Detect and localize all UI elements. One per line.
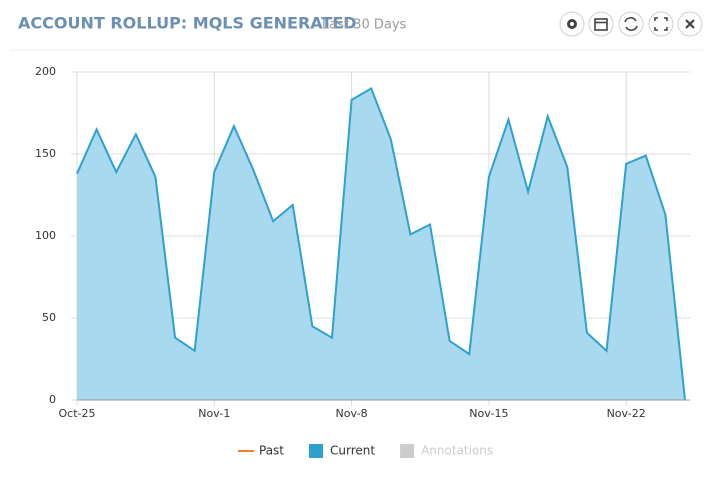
x-tick-label: Nov-8 [336,407,368,420]
x-tick-label: Oct-25 [59,407,96,420]
line [76,86,686,401]
plot: 0 50 100 150 200 Oct-25 Nov-1 Nov-8 Nov-15 Nov-22 [35,65,690,420]
close-button[interactable] [677,11,703,37]
y-tick-label: 100 [35,229,56,242]
legend-label: Current [330,444,375,458]
legend-label: Annotations [421,444,493,458]
legend-label: Past [259,444,284,458]
x-tick-label: Nov-15 [469,407,508,420]
refresh-button[interactable] [618,11,644,37]
x-tick-label: Nov-22 [607,407,646,420]
x-tick-label: Nov-1 [198,407,230,420]
legend-swatch [400,444,415,458]
area [77,88,685,401]
fullscreen-button[interactable] [648,11,674,37]
legend: Past Current Annotations [238,444,493,458]
settings-button[interactable] [559,11,585,37]
calendar-button[interactable] [588,11,614,37]
chart-subtitle: Last 30 Days [322,18,407,33]
y-tick-label: 150 [35,147,56,160]
y-tick-label: 50 [42,311,56,324]
y-tick-label: 200 [35,65,56,78]
legend-swatch [309,444,324,458]
chart-title: ACCOUNT ROLLUP: MQLS GENERATED [18,14,357,33]
y-tick-label: 0 [49,393,56,406]
